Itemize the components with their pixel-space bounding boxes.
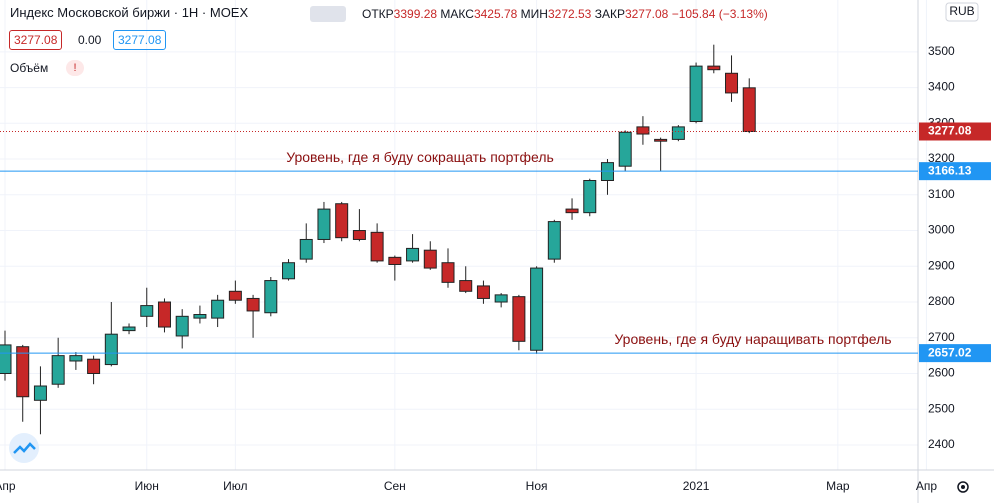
y-tick-label: 2700 [928,330,955,344]
x-tick-label: Сен [384,479,406,493]
close-label: ЗАКР [594,7,625,21]
bid[interactable]: 3277.08 [9,30,63,50]
candle-body [707,65,721,71]
candle-body [459,280,473,292]
candle-body [654,138,668,142]
y-tick-label: 2900 [928,258,955,272]
level-label: 2657.02 [928,345,972,359]
level-label-box [919,344,991,363]
y-tick-label: 2500 [928,401,955,415]
candle-body [157,301,171,328]
y-tick-label: 3000 [928,223,955,237]
candle-body [69,355,83,362]
spread: 0.00 [78,33,102,47]
x-tick-label: Апр [0,479,16,493]
candle-body [352,230,366,240]
candle-body [512,296,526,342]
candle-body [583,179,597,214]
candle-body [16,346,30,398]
high-label: МАКС [440,7,474,21]
last-price-box [919,122,991,141]
x-tick-label: 2021 [683,479,710,493]
symbol: Индекс Московской биржи · 1Н · MOEX [10,5,249,20]
candle-body [122,326,136,332]
candle-body [299,238,313,260]
candle-body [476,285,490,299]
candle-body [51,355,65,385]
candle-body [689,65,703,123]
candle-body [193,314,207,319]
y-tick-label: 3100 [928,187,955,201]
candle-body [140,305,154,317]
open-label: ОТКР [362,7,394,21]
candle-body [530,267,544,351]
annotation: Уровень, где я буду наращивать портфель [614,331,891,347]
candle-body [636,126,650,135]
change: −105.84 (−3.13%) [671,7,768,21]
candle-body [228,290,242,301]
x-tick-label: Мар [826,479,850,493]
candle-body [175,315,189,337]
low-label: МИН [520,7,548,21]
y-tick-label: 2800 [928,294,955,308]
level-label-box [919,162,991,181]
low: 3272.53 [547,7,592,21]
candle-body [494,294,508,303]
candle-body [406,247,420,262]
candle-body [388,256,402,265]
y-tick-label: 2600 [928,366,955,380]
y-tick-label: 3200 [928,151,955,165]
candle-body [671,126,685,140]
x-tick-label: Июл [223,479,247,493]
logo [9,433,39,463]
ohlc: ОТКР3399.28 МАКС3425.78 МИН3272.53 ЗАКР3… [362,7,768,21]
candle-body [33,385,47,401]
candle-body [618,131,632,167]
candle-body [335,203,349,239]
currency: RUB [949,4,974,18]
x-tick-label: Апр [916,479,938,493]
y-tick-label: 3500 [928,44,955,58]
candle-body [423,249,437,269]
x-tick-label: Июн [135,479,159,493]
last-price-label: 3277.08 [928,124,972,138]
level-label: 3166.13 [928,163,972,177]
candle-body [725,72,739,94]
y-tick-label: 3400 [928,80,955,94]
warning-icon[interactable]: ! [66,60,84,76]
close: 3277.08 [624,7,669,21]
annotation: Уровень, где я буду сокращать портфель [286,149,554,165]
toggle[interactable] [310,6,346,22]
open: 3399.28 [393,7,438,21]
candle-body [264,280,278,314]
candle-body [547,221,561,260]
x-tick-label: Ноя [526,479,548,493]
candle-body [282,262,296,280]
candle-body [565,208,579,214]
candle-body [317,208,331,240]
high: 3425.78 [473,7,518,21]
volume-label: Объём [10,61,49,75]
y-tick-label: 2400 [928,437,955,451]
candle-body [441,262,455,283]
candle-body [87,358,101,374]
candle-body [211,299,225,319]
candle-body [0,344,12,374]
ask[interactable]: 3277.08 [113,30,167,50]
candle-body [742,87,756,132]
candle-body [104,333,118,366]
candle-body [246,297,260,312]
candle-body [370,231,384,262]
currency-badge [945,2,979,22]
settings-icon[interactable] [957,481,969,493]
